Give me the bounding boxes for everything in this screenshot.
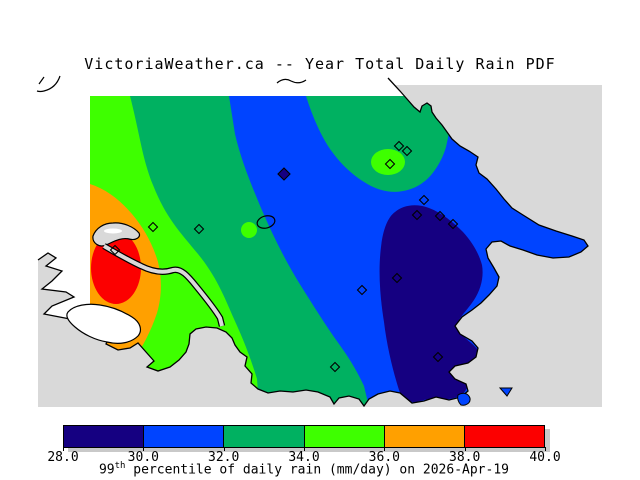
islet-blue-hook [457,392,471,406]
colorbar-segment [224,426,305,447]
tick-label: 38.0 [449,450,481,465]
coast-fragment-tick [38,76,45,85]
tick-label: 34.0 [288,450,320,465]
colorbar [63,425,545,448]
tick-label: 36.0 [368,450,400,465]
islet-blue-small [498,387,513,397]
station-diamond-marker [418,194,430,206]
colorbar-caption: 99th percentile of daily rain (mm/day) o… [63,461,545,477]
land-gray-region [38,85,602,407]
region-28-30-navy [379,205,483,402]
tick-mark [143,447,145,451]
station-diamond-marker [434,210,446,222]
tick-label: 30.0 [127,450,159,465]
tick-label: 32.0 [208,450,240,465]
caption-number: 99 [98,462,115,478]
waterway-channel [102,244,224,327]
colorbar-segment [304,426,385,447]
region-38-40-red [91,232,141,304]
caption-superscript: th [114,461,126,471]
caption-text: percentile of daily rain (mm/day) on 202… [125,462,509,478]
coastline [37,77,589,408]
colorbar-segment [64,426,145,447]
station-filled-marker [277,167,291,181]
colorbar-segment [144,426,225,447]
station-diamond-marker [384,158,396,170]
coast-fragment-wiggle [276,78,307,84]
station-diamond-marker [329,361,341,373]
station-diamond-marker [109,244,121,256]
station-diamond-marker [147,221,159,233]
lake [66,303,142,344]
colorbar-segment [464,426,545,447]
harbour-land-spit [92,222,141,247]
closed-contour-ring [256,215,276,229]
station-diamond-marker [391,272,403,284]
station-diamond-marker [432,351,444,363]
tick-mark [384,447,386,451]
tick-mark [63,447,64,451]
coast-fragment-arc [36,75,61,93]
station-diamond-marker [447,218,459,230]
station-diamond-marker [393,140,405,152]
station-diamond-marker [356,284,368,296]
region-34-36-small-spot [241,222,257,238]
tick-label: 28.0 [47,450,79,465]
station-diamond-marker [401,145,413,157]
tick-mark [304,447,305,451]
station-diamond-marker [193,223,205,235]
tick-label: 40.0 [529,450,561,465]
tick-mark [464,447,466,451]
tick-mark [223,447,225,451]
harbour-lagoon [104,228,122,234]
station-diamond-marker [411,209,423,221]
tick-mark [545,447,546,451]
colorbar-segment [384,426,465,447]
plot-title: VictoriaWeather.ca -- Year Total Daily R… [84,55,556,73]
station-markers [109,140,459,373]
